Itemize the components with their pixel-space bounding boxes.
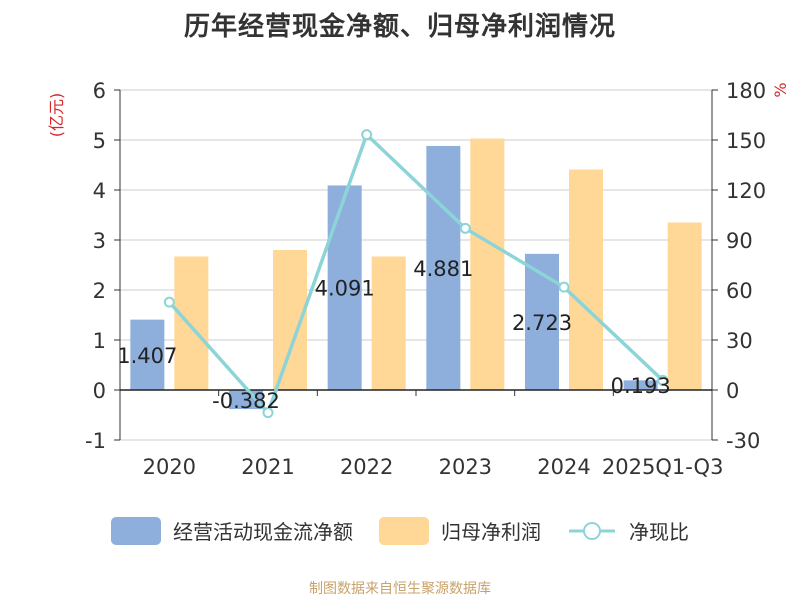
x-tick-label: 2025Q1-Q3 <box>602 455 724 479</box>
legend-label-ratio: 净现比 <box>629 520 689 544</box>
legend-swatch-cash <box>111 516 161 545</box>
legend-item-ratio[interactable]: 净现比 <box>567 516 689 545</box>
y-left-tick-label: 2 <box>93 279 106 303</box>
x-tick-label: 2024 <box>537 455 590 479</box>
y-left-tick-label: 5 <box>93 129 106 153</box>
x-tick-label: 2023 <box>439 455 492 479</box>
ratio-polyline <box>168 131 664 417</box>
y-right-axis-title: % <box>771 82 790 97</box>
x-tick-label: 2022 <box>340 455 393 479</box>
source-note: 制图数据来自恒生聚源数据库 <box>309 581 491 597</box>
y-left-tick-label: 1 <box>93 329 106 353</box>
y-right-tick-label: 90 <box>726 229 753 253</box>
axes: -1 0 1 2 3 4 5 6 -30 0 30 60 90 120 150 180 (亿元)% 2020 202… <box>47 79 790 479</box>
data-label-cash: 1.407 <box>117 344 177 368</box>
y-left-tick-label: -1 <box>85 429 106 453</box>
ratio-point <box>163 296 175 308</box>
ratio-line <box>163 129 669 419</box>
y-left-tick-label: 0 <box>93 379 106 403</box>
legend: 经营活动现金流净额 归母净利润 净现比 <box>0 516 800 545</box>
bars <box>130 138 702 410</box>
y-right-tick-label: 120 <box>726 179 766 203</box>
data-label-cash: 0.193 <box>611 374 671 398</box>
ratio-point <box>558 281 570 293</box>
y-left-tick-label: 3 <box>93 229 106 253</box>
legend-label-profit: 归母净利润 <box>441 520 541 544</box>
y-left-tick-label: 6 <box>93 79 106 103</box>
legend-item-cash[interactable]: 经营活动现金流净额 <box>111 516 353 545</box>
legend-swatch-profit <box>379 516 429 545</box>
bar-cash <box>426 145 461 390</box>
ratio-point <box>361 129 373 141</box>
bar-cash <box>130 319 165 390</box>
bar-profit <box>470 138 505 390</box>
ratio-point <box>459 222 471 234</box>
ratio-point <box>657 374 669 386</box>
bar-profit <box>667 222 702 390</box>
bar-profit <box>174 256 209 390</box>
y-right-tick-label: 0 <box>726 379 739 403</box>
data-labels: 1.407 -0.382 4.091 4.881 2.723 0.193 <box>117 257 670 413</box>
y-right-tick-label: 150 <box>726 129 766 153</box>
bar-cash <box>229 390 263 410</box>
bar-profit <box>569 169 603 390</box>
y-right-tick-label: 180 <box>726 79 766 103</box>
data-label-cash: 4.091 <box>315 277 375 301</box>
bar-cash <box>327 185 362 390</box>
ratio-point <box>262 407 274 419</box>
grid-lines <box>120 89 712 441</box>
data-label-cash: 4.881 <box>413 257 473 281</box>
data-label-cash: -0.382 <box>212 389 280 413</box>
y-right-tick-label: 30 <box>726 329 753 353</box>
y-left-tick-label: 4 <box>93 179 106 203</box>
y-right-tick-label: -30 <box>726 429 760 453</box>
chart-title: 历年经营现金净额、归母净利润情况 <box>183 12 616 42</box>
x-tick-label: 2020 <box>143 455 196 479</box>
legend-swatch-ratio <box>569 521 615 540</box>
y-left-axis-title: (亿元) <box>47 93 66 138</box>
bar-profit <box>371 256 406 390</box>
bar-cash <box>525 253 559 390</box>
legend-label-cash: 经营活动现金流净额 <box>173 520 353 544</box>
legend-item-profit[interactable]: 归母净利润 <box>379 516 541 545</box>
x-tick-label: 2021 <box>241 455 294 479</box>
data-label-cash: 2.723 <box>512 311 572 335</box>
bar-cash <box>623 380 658 390</box>
y-right-tick-label: 60 <box>726 279 753 303</box>
